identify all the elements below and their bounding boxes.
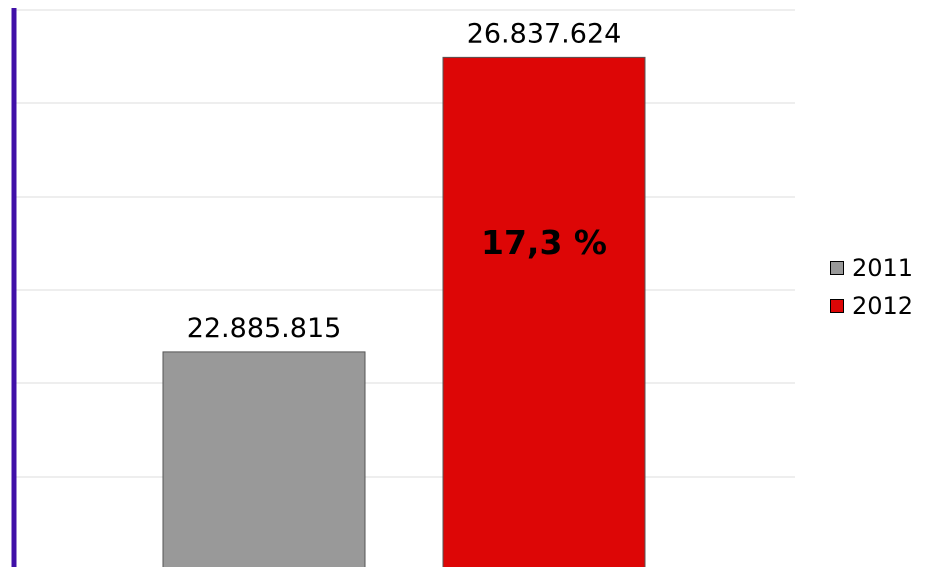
data-labels: 22.885.815 26.837.624 17,3 %	[187, 18, 622, 344]
bars	[162, 56, 646, 567]
grid-lines	[14, 9, 795, 478]
legend-swatch-2012	[830, 299, 844, 313]
data-label-2012: 26.837.624	[467, 18, 622, 49]
legend-item-2012: 2012	[830, 292, 925, 330]
bar-2012	[442, 56, 646, 567]
data-label-2011: 22.885.815	[187, 313, 342, 344]
bar-2011	[162, 351, 366, 567]
legend-swatch-2011	[830, 261, 844, 275]
legend: 2011 2012	[830, 254, 925, 330]
legend-label-2011: 2011	[852, 254, 914, 282]
legend-item-2011: 2011	[830, 254, 925, 292]
growth-annotation: 17,3 %	[481, 223, 607, 262]
legend-label-2012: 2012	[852, 292, 914, 320]
